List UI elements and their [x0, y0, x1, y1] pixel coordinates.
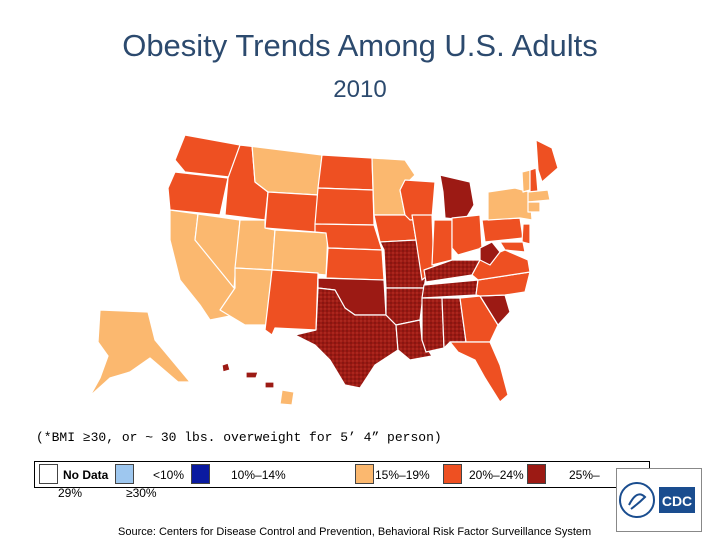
state-CT [527, 201, 541, 213]
cdc-logo: CDC [616, 468, 702, 532]
state-TN [421, 279, 479, 299]
state-HI-3 [264, 381, 275, 389]
state-AK [89, 309, 191, 397]
state-CO [271, 229, 329, 276]
source-note: Source: Centers for Disease Control and … [118, 526, 592, 538]
state-WI [399, 179, 436, 221]
state-OH [451, 214, 483, 256]
state-VT [521, 169, 531, 193]
hhs-seal-icon [619, 482, 655, 518]
state-FL [449, 341, 509, 403]
state-MD [499, 241, 526, 253]
state-OR [167, 171, 229, 216]
state-AR [385, 287, 425, 326]
legend-swatch-25-29 [527, 464, 546, 484]
state-WY [264, 191, 319, 233]
state-NY [487, 187, 533, 221]
state-IN [431, 219, 453, 266]
state-ME [535, 139, 559, 183]
legend-swatch-20-24 [443, 464, 462, 484]
us-obesity-map [89, 134, 559, 406]
state-KS [325, 247, 385, 281]
map-title: Obesity Trends Among U.S. Adults [122, 28, 598, 63]
legend-label-20-24: 20%–24% [469, 468, 524, 482]
legend-label-lt10: <10% [153, 468, 185, 482]
legend-label-15-19: 15%–19% [375, 468, 430, 482]
legend-label-ge30: ≥30% [126, 486, 157, 500]
state-NH [529, 167, 539, 193]
legend-swatch-no-data [39, 464, 58, 484]
state-SD [314, 187, 375, 226]
state-HI-2 [245, 371, 259, 379]
legend: No Data <10% 10%–14% 15%–19% 20%–24% 25%… [34, 461, 650, 488]
state-WV [479, 241, 501, 266]
state-PA [481, 217, 524, 243]
state-MS [421, 297, 445, 353]
state-WA [174, 134, 241, 179]
state-MA [527, 189, 551, 203]
state-NM [264, 269, 319, 336]
state-TX [294, 287, 399, 389]
state-LA [395, 319, 433, 361]
state-HI-1 [221, 362, 231, 373]
legend-label-no-data: No Data [63, 468, 109, 482]
state-NV [194, 213, 241, 289]
state-HI-4 [279, 389, 295, 406]
legend-label-25-29-cont: 29% [58, 486, 83, 500]
state-NJ [521, 223, 531, 245]
state-ND [317, 154, 374, 191]
legend-swatch-15-19 [355, 464, 374, 484]
legend-swatch-lt10 [115, 464, 134, 484]
legend-label-10-14: 10%–14% [231, 468, 286, 482]
legend-label-25-29: 25%– [569, 468, 600, 482]
state-GA [459, 295, 499, 343]
legend-swatch-10-14 [191, 464, 210, 484]
state-MI [439, 174, 475, 221]
map-year: 2010 [333, 76, 387, 103]
cdc-logo-text: CDC [662, 493, 692, 509]
bmi-footnote: (*BMI ≥30, or ~ 30 lbs. overweight for 5… [36, 430, 442, 445]
